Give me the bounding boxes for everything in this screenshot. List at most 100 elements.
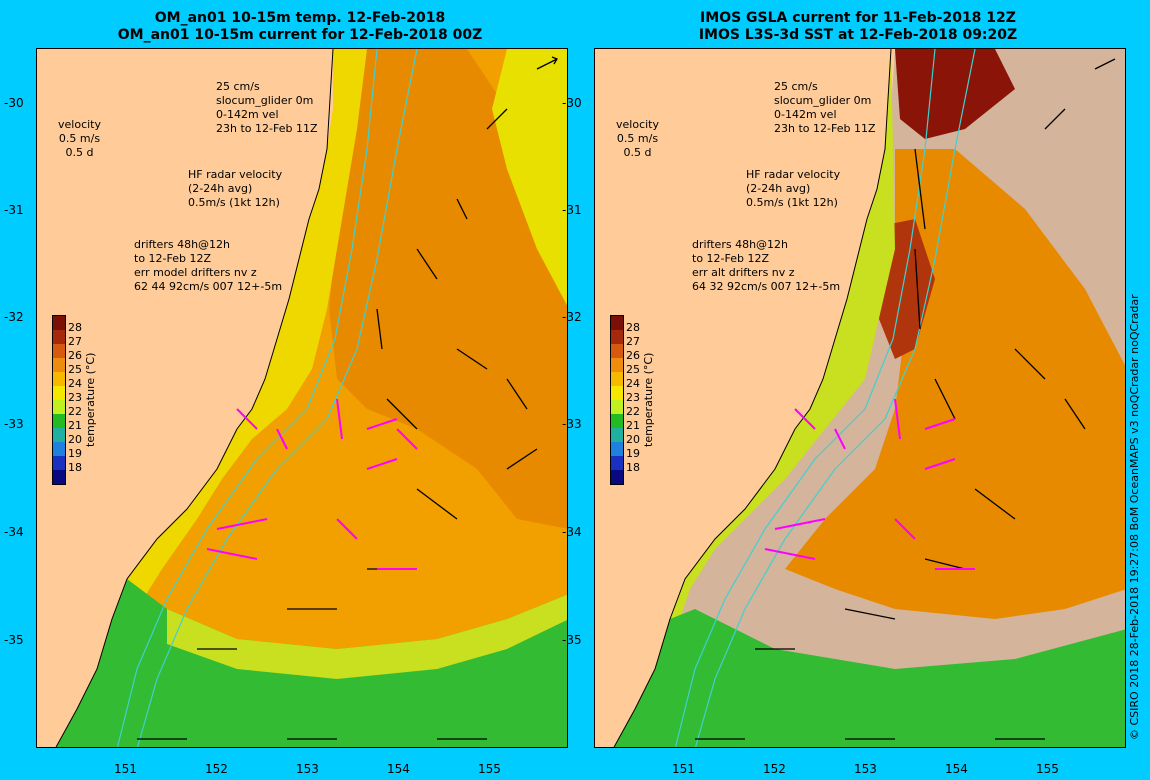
lat-tick-right: -34 [562,525,582,539]
lat-tick-right: -31 [562,203,582,217]
colorbar-segment [611,372,623,386]
colorbar-tick-label: 19 [626,447,640,460]
drifters-stats: 64 32 92cm/s 007 12+-5m [692,280,841,293]
lon-tick-right: 155 [1036,762,1059,776]
colorbar-segment [53,428,65,442]
colorbar-tick-label: 26 [68,349,82,362]
colorbar-tick-label: 18 [626,461,640,474]
colorbar-tick-label: 25 [626,363,640,376]
lon-tick-right: 153 [854,762,877,776]
colorbar-segment [53,442,65,456]
right-glider-legend: 25 cm/s slocum_glider 0m 0-142m vel 23h … [774,80,875,136]
glider-depth: 0-142m vel [216,108,279,121]
colorbar-segment [53,344,65,358]
colorbar-segment [611,386,623,400]
sst-dark-red-core [895,49,1015,139]
sst-orange [785,149,1125,619]
colorbar-segment [53,316,65,330]
colorbar-segment [611,330,623,344]
left-radar-legend: HF radar velocity (2-24h avg) 0.5m/s (1k… [188,168,282,210]
lon-tick-left: 152 [205,762,228,776]
isobath-contour [136,49,418,747]
colorbar-tick-label: 23 [626,391,640,404]
left-drifters-legend: drifters 48h@12h to 12-Feb 12Z err model… [134,238,282,294]
colorbar-tick-label: 27 [626,335,640,348]
lon-tick-right: 154 [945,762,968,776]
colorbar-segment [53,386,65,400]
right-map-svg [595,49,1125,747]
radar-scale: 0.5m/s (1kt 12h) [188,196,280,209]
radar-title: HF radar velocity [746,168,841,181]
colorbar-tick-label: 24 [68,377,82,390]
colorbar-segment [611,316,623,330]
copyright-credit: © CSIRO 2018 28-Feb-2018 19:27:08 BoM Oc… [1128,294,1141,740]
velocity-label: velocity [616,118,659,131]
lon-tick-right: 151 [672,762,695,776]
sst-coastal [614,49,895,747]
velocity-duration: 0.5 d [623,146,652,159]
glider-speed: 25 cm/s [774,80,818,93]
glider-speed: 25 cm/s [216,80,260,93]
velocity-label: velocity [58,118,101,131]
left-colorbar-title: temperature (°C) [84,352,97,447]
colorbar-tick-label: 28 [626,321,640,334]
colorbar-segment [611,344,623,358]
radar-avg: (2-24h avg) [746,182,811,195]
velocity-scale: 0.5 m/s [616,132,659,145]
glider-time: 23h to 12-Feb 11Z [216,122,318,135]
radar-scale: 0.5m/s (1kt 12h) [746,196,838,209]
magenta-radar-vectors [764,398,975,570]
magenta-radar-vectors [206,398,418,570]
right-colorbar-labels: 28 27 26 25 24 23 22 21 20 19 18 [626,315,656,483]
coastline [55,49,334,747]
drifters-title: drifters 48h@12h [692,238,789,251]
glider-name: slocum_glider 0m [774,94,872,107]
colorbar-segment [611,442,623,456]
drifters-stats: 62 44 92cm/s 007 12+-5m [134,280,283,293]
drifters-source: err model drifters nv z [134,266,257,279]
right-panel-title: IMOS GSLA current for 11-Feb-2018 12Z IM… [648,10,1068,44]
lat-tick-right: -30 [562,96,582,110]
east-yellow-patch [492,49,567,306]
lat-tick-right: -32 [562,310,582,324]
left-glider-legend: 25 cm/s slocum_glider 0m 0-142m vel 23h … [216,80,317,136]
isobath-contour [694,49,976,747]
colorbar-tick-label: 22 [626,405,640,418]
right-velocity-legend: velocity 0.5 m/s 0.5 d [616,118,659,160]
drifters-time: to 12-Feb 12Z [692,252,770,265]
colorbar-segment [53,470,65,484]
drifters-time: to 12-Feb 12Z [134,252,212,265]
colorbar-segment [611,428,623,442]
lon-tick-left: 155 [478,762,501,776]
colorbar-segment [611,400,623,414]
left-map-panel [36,48,568,748]
velocity-scale: 0.5 m/s [58,132,101,145]
coastline [613,49,892,747]
velocity-duration: 0.5 d [65,146,94,159]
colorbar-tick-label: 20 [68,433,82,446]
left-colorbar-labels: 28 27 26 25 24 23 22 21 20 19 18 [68,315,98,483]
left-colorbar [52,315,66,485]
lat-tick-right: -35 [562,633,582,647]
radar-avg: (2-24h avg) [188,182,253,195]
southern-green-water [614,609,1125,747]
right-colorbar [610,315,624,485]
lat-tick-left: -30 [4,96,24,110]
colorbar-tick-label: 28 [68,321,82,334]
southern-yellow-band [167,594,567,679]
colorbar-tick-label: 27 [68,335,82,348]
colorbar-segment [611,358,623,372]
lon-tick-right: 152 [763,762,786,776]
right-title-line-2: IMOS L3S-3d SST at 12-Feb-2018 09:20Z [698,27,1018,43]
radar-title: HF radar velocity [188,168,283,181]
drifters-title: drifters 48h@12h [134,238,231,251]
left-velocity-legend: velocity 0.5 m/s 0.5 d [58,118,101,160]
colorbar-tick-label: 26 [626,349,640,362]
colorbar-segment [53,372,65,386]
right-title-line-1: IMOS GSLA current for 11-Feb-2018 12Z [700,10,1016,26]
glider-depth: 0-142m vel [774,108,837,121]
right-drifters-legend: drifters 48h@12h to 12-Feb 12Z err alt d… [692,238,840,294]
colorbar-tick-label: 21 [626,419,640,432]
coastal-band [56,49,367,747]
left-title-line-1: OM_an01 10-15m temp. 12-Feb-2018 [154,10,446,26]
